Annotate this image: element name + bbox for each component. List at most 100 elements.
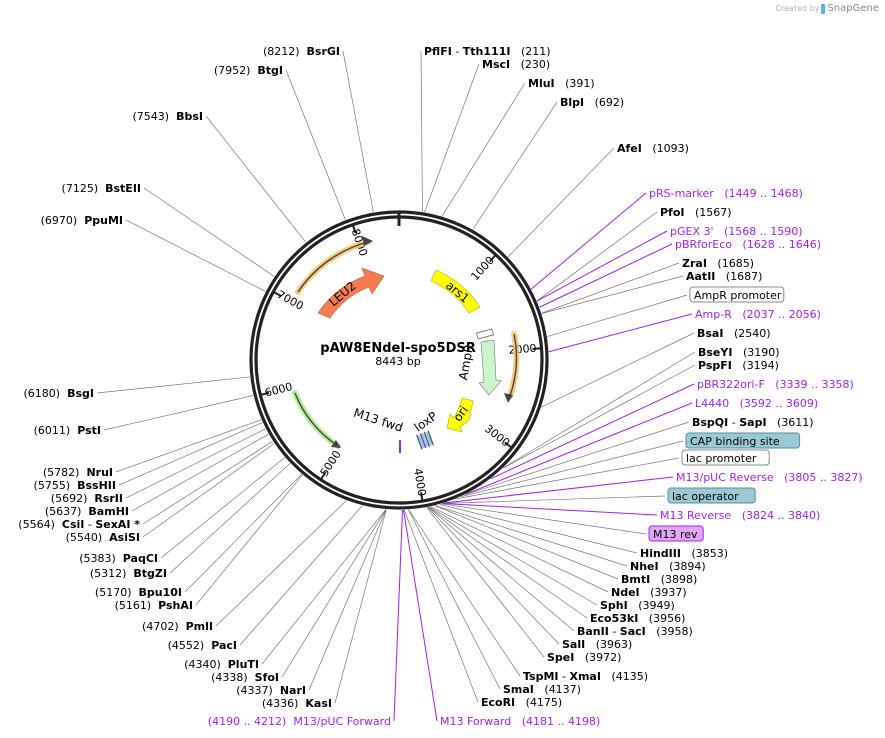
leader-line (403, 509, 438, 722)
orf-green[interactable] (294, 392, 339, 447)
enzyme-label-sali[interactable]: SalI (3963) (562, 638, 632, 651)
enzyme-label-bsgi[interactable]: (6180) BsgI (24, 387, 94, 400)
primer-label-m13-forward[interactable]: M13 Forward (4181 .. 4198) (440, 715, 600, 728)
primer-label-prs-marker[interactable]: pRS-marker (1449 .. 1468) (649, 187, 803, 200)
enzyme-label-smai[interactable]: SmaI (4137) (503, 683, 581, 696)
enzyme-label-tspmi[interactable]: TspMI - XmaI (4135) (523, 670, 648, 683)
enzyme-label-ndei[interactable]: NdeI (3937) (611, 586, 687, 599)
enzyme-label-bsshii[interactable]: (5755) BssHII (34, 479, 116, 492)
svg-text:MluI (391): MluI (391) (528, 77, 595, 90)
svg-text:BseYI (3190): BseYI (3190) (698, 346, 780, 359)
enzyme-label-pspfi[interactable]: PspFI (3194) (698, 359, 779, 372)
enzyme-label-mlui[interactable]: MluI (391) (528, 77, 595, 90)
enzyme-label-bpu10i[interactable]: (5170) Bpu10I (95, 586, 182, 599)
enzyme-label-spei[interactable]: SpeI (3972) (547, 651, 621, 664)
enzyme-label-btgzi[interactable]: (5312) BtgZI (90, 567, 167, 580)
svg-text:MscI (230): MscI (230) (482, 58, 550, 71)
enzyme-label-bsai[interactable]: BsaI (2540) (697, 327, 771, 340)
svg-text:pBRforEco (1628 .. 1646): pBRforEco (1628 .. 1646) (675, 238, 821, 251)
primer-label-l4440[interactable]: L4440 (3592 .. 3609) (695, 397, 818, 410)
leader-line (502, 364, 696, 469)
enzyme-label-bbsi[interactable]: (7543) BbsI (133, 110, 203, 123)
leader-line (205, 115, 307, 243)
svg-text:(4336) KasI: (4336) KasI (262, 697, 332, 710)
enzyme-label-msci[interactable]: MscI (230) (482, 58, 550, 71)
leader-line (125, 428, 266, 499)
leader-line (142, 440, 274, 525)
leader-line (103, 395, 254, 431)
enzyme-label-ppumi[interactable]: (6970) PpuMI (41, 214, 123, 227)
enzyme-label-csii[interactable]: (5564) CsiI - SexAI * (18, 518, 140, 531)
enzyme-label-pfoi[interactable]: PfoI (1567) (660, 206, 732, 219)
feature-box-lac-promoter[interactable]: lac promoter (681, 449, 770, 466)
svg-text:BsaI (2540): BsaI (2540) (697, 327, 771, 340)
leader-line (441, 82, 526, 217)
enzyme-label-blpi[interactable]: BlpI (692) (560, 96, 624, 109)
enzyme-label-bsteii[interactable]: (7125) BstEII (62, 182, 141, 195)
enzyme-label-paqci[interactable]: (5383) PaqCI (79, 552, 158, 565)
feature-box-ampr-promoter[interactable]: AmpR promoter (689, 286, 785, 303)
enzyme-label-pshai[interactable]: (5161) PshAI (115, 599, 193, 612)
orf-leu2[interactable] (297, 241, 369, 293)
primer-label-pbrforeco[interactable]: pBRforEco (1628 .. 1646) (675, 238, 821, 251)
enzyme-label-psti[interactable]: (6011) PstI (34, 424, 101, 437)
enzyme-label-asisi[interactable]: (5540) AsiSI (66, 531, 140, 544)
svg-text:(6180) BsgI: (6180) BsgI (24, 387, 94, 400)
enzyme-label-afei[interactable]: AfeI (1093) (617, 142, 689, 155)
enzyme-label-nari[interactable]: (4337) NarI (236, 684, 306, 697)
svg-text:AatII (1687): AatII (1687) (686, 270, 762, 283)
enzyme-label-bsrgi[interactable]: (8212) BsrGI (263, 45, 340, 58)
feature-box-cap-binding-site[interactable]: CAP binding site (685, 432, 801, 449)
enzyme-label-zrai[interactable]: ZraI (1685) (682, 257, 754, 270)
enzyme-label-bseyi[interactable]: BseYI (3190) (698, 346, 780, 359)
enzyme-label-pluti[interactable]: (4340) PluTI (184, 658, 259, 671)
feature-box-m13-rev[interactable]: M13 rev (648, 525, 704, 542)
svg-text:(5540) AsiSI: (5540) AsiSI (66, 531, 140, 544)
svg-text:lac operator: lac operator (672, 490, 739, 503)
enzyme-label-nrui[interactable]: (5782) NruI (43, 466, 113, 479)
svg-text:M13 Reverse (3824 .. 3840): M13 Reverse (3824 .. 3840) (660, 509, 820, 522)
enzyme-label-kasi[interactable]: (4336) KasI (262, 697, 332, 710)
primer-label-amp-r[interactable]: Amp-R (2037 .. 2056) (695, 308, 821, 321)
feature-leu2[interactable] (317, 267, 385, 319)
enzyme-label-bmti[interactable]: BmtI (3898) (621, 573, 697, 586)
primer-label-pbr322ori-f[interactable]: pBR322ori-F (3339 .. 3358) (697, 378, 854, 391)
primer-label-m13-puc-forward[interactable]: (4190 .. 4212) M13/pUC Forward (208, 715, 391, 728)
primer-label-m13-reverse[interactable]: M13 Reverse (3824 .. 3840) (660, 509, 820, 522)
primer-label-pgex-3-[interactable]: pGEX 3' (1568 .. 1590) (670, 225, 803, 238)
feature-loxp[interactable] (416, 430, 435, 450)
feature-ori[interactable] (446, 397, 474, 433)
enzyme-label-ecori[interactable]: EcoRI (4175) (481, 696, 562, 709)
enzyme-label-rsrii[interactable]: (5692) RsrII (51, 492, 123, 505)
feature-ampr[interactable] (478, 339, 502, 396)
enzyme-label-paci[interactable]: (4552) PacI (168, 639, 237, 652)
svg-text:(5170) Bpu10I: (5170) Bpu10I (95, 586, 182, 599)
orf-ampr[interactable] (509, 333, 518, 397)
feature-ars1[interactable] (430, 269, 481, 314)
primer-label-m13-puc-reverse[interactable]: M13/pUC Reverse (3805 .. 3827) (676, 471, 863, 484)
svg-text:(7543) BbsI: (7543) BbsI (133, 110, 203, 123)
enzyme-label-bspqi[interactable]: BspQI - SapI (3611) (692, 416, 814, 429)
enzyme-label-btgi[interactable]: (7952) BtgI (214, 64, 283, 77)
svg-text:(5755) BssHII: (5755) BssHII (34, 479, 116, 492)
svg-text:(4340) PluTI: (4340) PluTI (184, 658, 259, 671)
leader-line (261, 509, 387, 665)
enzyme-label-hindiii[interactable]: HindIII (3853) (640, 547, 728, 560)
svg-text:BanII - SacI (3958): BanII - SacI (3958) (577, 625, 693, 638)
enzyme-label-sfoi[interactable]: (4338) SfoI (211, 671, 279, 684)
enzyme-label-banii[interactable]: BanII - SacI (3958) (577, 625, 693, 638)
leader-line (502, 351, 696, 469)
enzyme-label-pmli[interactable]: (4702) PmlI (142, 620, 213, 633)
enzyme-label-sphi[interactable]: SphI (3949) (600, 599, 675, 612)
leader-line (215, 500, 347, 627)
leader-line (444, 476, 674, 504)
feature-box-lac-operator[interactable]: lac operator (667, 487, 756, 504)
enzyme-label-nhei[interactable]: NheI (3894) (630, 560, 706, 573)
leader-line (125, 219, 266, 292)
enzyme-label-eco53ki[interactable]: Eco53kI (3956) (590, 612, 685, 625)
enzyme-label-aatii[interactable]: AatII (1687) (686, 270, 762, 283)
enzyme-label-bamhi[interactable]: (5637) BamHI (45, 505, 129, 518)
enzyme-label-pflfi[interactable]: PflFI - Tth111I (211) (424, 45, 551, 58)
svg-text:CAP binding site: CAP binding site (690, 435, 780, 448)
leader-line (334, 509, 387, 704)
